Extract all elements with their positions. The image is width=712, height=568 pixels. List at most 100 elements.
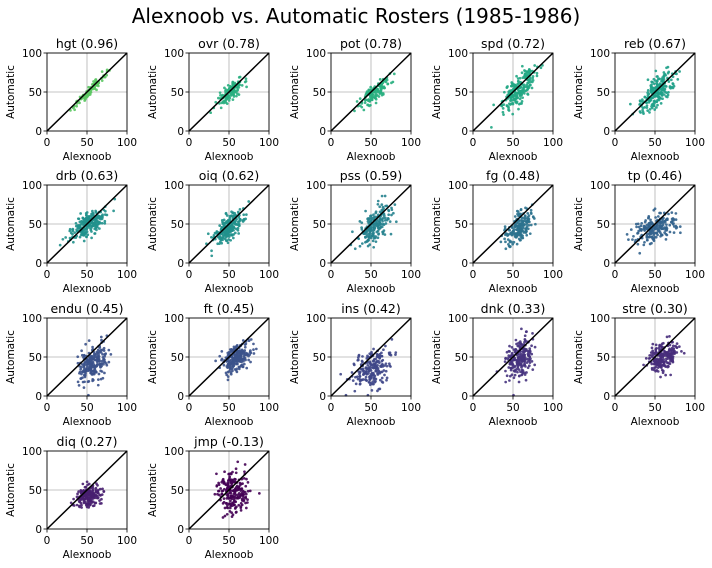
scatter-point [675, 351, 679, 354]
scatter-point [392, 211, 395, 215]
scatter-point [513, 364, 517, 368]
scatter-point [94, 209, 97, 213]
scatter-point [369, 85, 373, 89]
scatter-point [517, 80, 520, 83]
scatter-point [660, 366, 663, 369]
scatter-point [241, 339, 245, 342]
scatter-point [376, 389, 379, 393]
scatter-point [83, 373, 87, 376]
scatter-point [518, 238, 522, 242]
scatter-point [98, 502, 102, 505]
identity-line [46, 450, 128, 530]
scatter-point [81, 482, 85, 486]
scatter-point [93, 367, 97, 371]
scatter-point [512, 232, 516, 236]
scatter-point [84, 219, 88, 223]
x-tick-label: 0 [328, 269, 335, 281]
scatter-point [653, 108, 657, 111]
scatter-point [76, 380, 80, 384]
panel-15: 0 50 100 0 50 100 diq (0.27) Alexnoob Automatic [5, 434, 137, 561]
scatter-point [526, 88, 529, 92]
scatter-point [653, 207, 657, 211]
scatter-point [86, 369, 90, 373]
y-tick-label: 0 [603, 391, 610, 403]
scatter-points [642, 335, 686, 379]
scatter-point [387, 209, 391, 213]
scatter-point [658, 82, 662, 85]
identity-line [46, 317, 128, 397]
scatter-point [233, 507, 237, 510]
scatter-point [682, 351, 686, 355]
scatter-point [230, 497, 234, 501]
scatter-point [99, 369, 102, 373]
scatter-point [79, 491, 83, 495]
scatter-point [206, 232, 210, 236]
scatter-point [513, 370, 517, 373]
scatter-point [374, 364, 377, 367]
scatter-point [351, 379, 355, 382]
scatter-point [366, 103, 369, 107]
scatter-point [386, 82, 390, 86]
scatter-point [535, 71, 539, 75]
y-tick-label: 50 [171, 485, 184, 497]
scatter-point [380, 376, 384, 380]
scatter-point [666, 65, 670, 69]
scatter-point [360, 242, 364, 245]
scatter-point [244, 501, 247, 505]
x-tick-label: 0 [470, 269, 477, 281]
scatter-point [231, 480, 235, 484]
scatter-point [519, 86, 523, 89]
scatter-point [531, 332, 534, 335]
scatter-point [380, 380, 384, 384]
scatter-point [655, 100, 658, 104]
scatter-point [382, 93, 385, 96]
x-tick-label: 0 [186, 269, 193, 281]
scatter-point [371, 380, 375, 384]
scatter-point [667, 351, 670, 354]
scatter-point [367, 369, 371, 373]
scatter-point [374, 210, 378, 214]
y-tick-label: 50 [313, 352, 326, 364]
panel-10: 0 50 100 0 50 100 endu (0.45) Alexnoob Automatic [5, 301, 137, 428]
scatter-point [520, 368, 524, 372]
scatter-point [664, 365, 667, 368]
scatter-point [515, 91, 519, 95]
x-tick-label: 0 [186, 137, 193, 149]
scatter-point [112, 209, 115, 213]
identity-line [472, 184, 554, 264]
scatter-point [627, 238, 630, 241]
scatter-point [679, 231, 682, 235]
scatter-point [654, 347, 658, 351]
scatter-point [219, 487, 222, 490]
x-axis-label: Alexnoob [63, 416, 112, 428]
scatter-point [77, 226, 81, 230]
scatter-point [96, 220, 100, 224]
y-tick-label: 100 [164, 180, 184, 192]
identity-line [614, 52, 696, 132]
scatter-point [82, 239, 86, 243]
scatter-point [533, 345, 537, 349]
scatter-point [526, 85, 530, 89]
scatter-point [529, 208, 533, 212]
scatter-point [657, 77, 660, 81]
scatter-point [229, 358, 233, 362]
scatter-point [531, 368, 535, 371]
scatter-point [503, 225, 507, 228]
scatter-point [372, 213, 375, 217]
y-axis-label: Automatic [573, 65, 585, 119]
scatter-point [352, 362, 356, 366]
scatter-point [104, 209, 107, 213]
scatter-point [371, 366, 375, 369]
scatter-point [663, 231, 666, 234]
scatter-point [231, 504, 234, 508]
scatter-point [358, 372, 361, 376]
scatter-point [662, 88, 666, 92]
scatter-point [643, 240, 646, 244]
scatter-point [101, 356, 105, 359]
scatter-point [95, 496, 99, 500]
x-tick-label: 50 [506, 402, 519, 414]
scatter-point [667, 90, 670, 94]
scatter-point [384, 216, 387, 220]
y-tick-label: 100 [306, 180, 326, 192]
scatter-point [224, 239, 228, 242]
